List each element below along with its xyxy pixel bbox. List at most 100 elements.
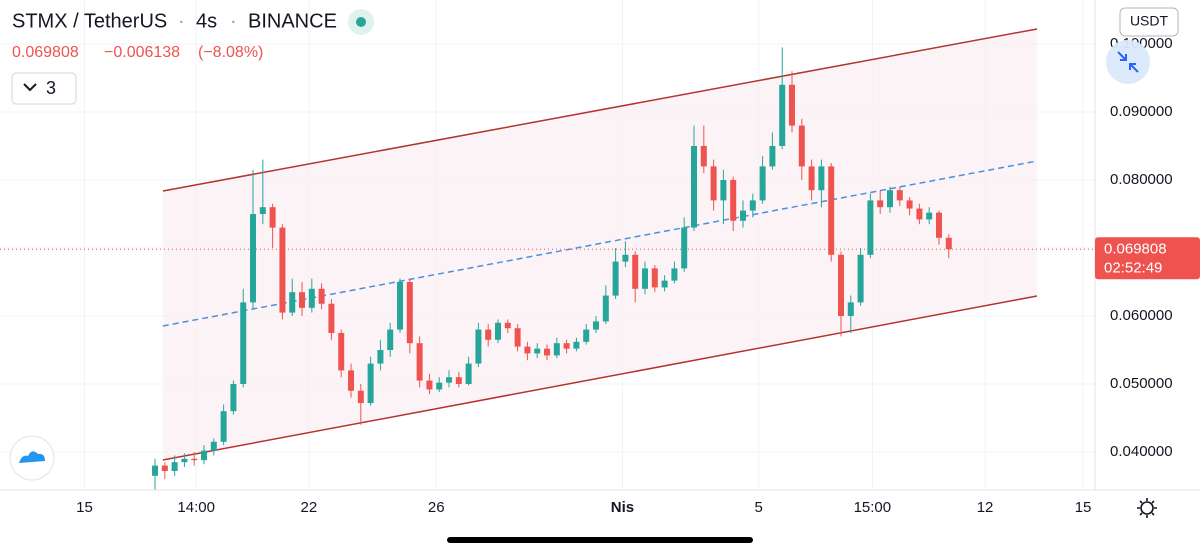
candle-body [720, 179, 727, 201]
candle-body [171, 462, 178, 472]
y-tick-label: 0.040000 [1110, 443, 1173, 460]
chevron-icon [23, 83, 37, 92]
currency-button[interactable] [1119, 7, 1179, 37]
candle-body [201, 450, 208, 461]
candle-body [377, 349, 384, 364]
candle-body [710, 166, 717, 201]
candle-body [544, 348, 551, 356]
countdown: 02:52:49 [1104, 259, 1162, 276]
candle-body [328, 303, 335, 333]
candle-body [465, 363, 472, 384]
candle-body [446, 377, 453, 383]
candle-body [661, 280, 668, 288]
candle-body [681, 227, 688, 269]
settings-icon[interactable] [1137, 498, 1157, 518]
candle-body [455, 377, 462, 384]
x-tick-label: Nis [611, 499, 634, 516]
candle-body [700, 145, 707, 167]
collapse-button[interactable] [1106, 40, 1150, 84]
candle-body [514, 328, 521, 347]
candle-body [593, 321, 600, 330]
candle-body [161, 465, 168, 472]
candle-body [632, 254, 639, 289]
symbol: STMX / TetherUS [12, 10, 167, 32]
price-label-box [1095, 237, 1200, 280]
candle-body [867, 200, 874, 255]
candle-body [563, 343, 570, 349]
candle-body [397, 281, 404, 330]
collapse-icon [1117, 51, 1139, 73]
candle-body [348, 370, 355, 391]
indicators-toggle[interactable] [11, 72, 77, 105]
candle-body [524, 346, 531, 354]
candle-body [289, 292, 296, 313]
x-tick-label: 12 [977, 499, 994, 516]
candle-body [847, 302, 854, 316]
candle-body [485, 329, 492, 340]
candle-body [220, 411, 227, 442]
candle-body [181, 458, 188, 463]
candle-body [798, 125, 805, 167]
gear-teeth [1137, 498, 1157, 518]
candle-body [906, 200, 913, 209]
candle-body [926, 212, 933, 220]
y-tick-label: 0.090000 [1110, 103, 1173, 120]
candle-body [935, 212, 942, 238]
indicator-count: 3 [46, 78, 56, 98]
x-tick-label: 14:00 [177, 499, 215, 516]
channel-middle [162, 160, 1038, 327]
separator: · [178, 10, 185, 32]
candle-body [250, 213, 257, 303]
candle-body [886, 190, 893, 208]
price-label: 0.069808 [1104, 240, 1167, 257]
candle-body [230, 383, 237, 412]
axes: 0.0400000.0500000.0600000.0700000.080000… [76, 35, 1200, 516]
last-price: 0.069808 [12, 44, 79, 61]
logo-icon [19, 451, 45, 463]
candle-body [651, 268, 658, 288]
candle-body [475, 329, 482, 364]
candle-body [357, 390, 364, 404]
candle-body [210, 441, 217, 451]
x-tick-label: 15:00 [854, 499, 892, 516]
y-tick-label: 0.050000 [1110, 375, 1173, 392]
exchange: BINANCE [248, 10, 337, 32]
gear [1140, 501, 1154, 515]
market-status-dot [356, 17, 366, 27]
candle-body [308, 288, 315, 308]
currency: USDT [1130, 13, 1169, 29]
x-tick-label: 15 [76, 499, 93, 516]
candle-body [877, 200, 884, 208]
candle-body [191, 458, 198, 461]
candle-body [945, 237, 952, 250]
candle-body [416, 343, 423, 381]
candle-body [788, 84, 795, 126]
channel-lower [162, 295, 1038, 461]
channel-upper [162, 28, 1038, 192]
y-tick-label: 0.080000 [1110, 171, 1173, 188]
candle-body [240, 302, 247, 384]
candle-body [828, 166, 835, 255]
candle-body [406, 281, 413, 344]
candle-body [779, 84, 786, 146]
candle-body [504, 322, 511, 329]
y-tick-label: 0.060000 [1110, 307, 1173, 324]
x-tick-label: 5 [755, 499, 763, 516]
plot [0, 28, 1095, 490]
candle-body [279, 227, 286, 313]
candle-body [896, 190, 903, 201]
x-tick-label: 15 [1075, 499, 1092, 516]
change: −0.006138 [104, 44, 180, 61]
candle-body [749, 200, 756, 211]
candle-body [534, 348, 541, 354]
candle-body [495, 322, 502, 340]
change-pct: (−8.08%) [198, 44, 263, 61]
candle-body [730, 179, 737, 221]
candle-body [338, 332, 345, 371]
candle-body [553, 343, 560, 356]
home-indicator [447, 537, 753, 543]
candle-body [367, 363, 374, 404]
interval[interactable]: 4s [196, 10, 217, 32]
candle-body [583, 329, 590, 342]
